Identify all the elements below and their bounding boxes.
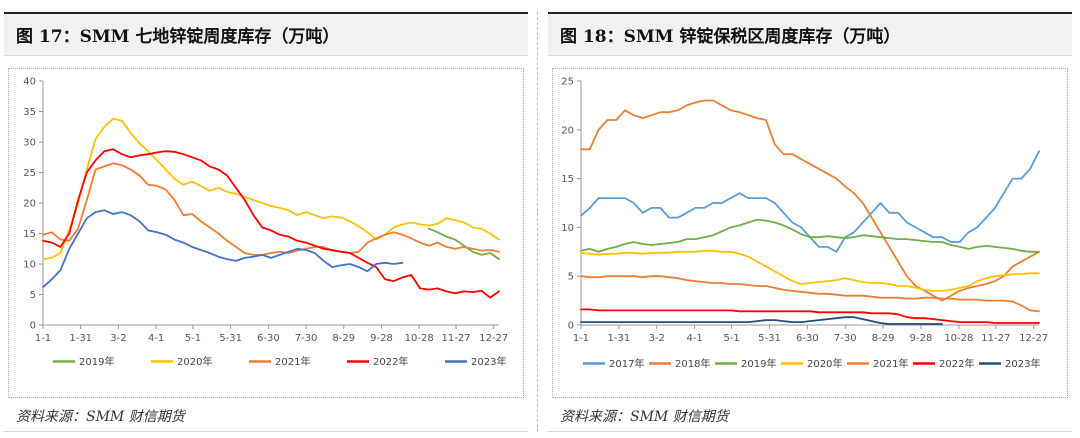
bottom-rule — [4, 431, 528, 432]
legend-label: 2018年 — [675, 357, 710, 370]
series-line-2023年 — [42, 209, 404, 289]
y-tick-label: 0 — [30, 321, 36, 332]
x-tick-label: 10-28 — [944, 333, 973, 344]
y-tick-label: 35 — [23, 107, 36, 118]
y-tick-label: 30 — [23, 138, 36, 149]
series-line-2022年 — [42, 148, 500, 299]
source-note: 资料来源：SMM 财信期货 — [16, 409, 185, 425]
legend-label: 2021年 — [275, 355, 310, 368]
legend-label: 2023年 — [471, 355, 506, 368]
y-tick-label: 10 — [23, 260, 36, 271]
x-tick-label: 6-30 — [257, 333, 280, 344]
x-tick-label: 11-27 — [441, 333, 470, 344]
chart-frame: 0 5 10 15 20 25 30 35 40 1-1 1-31 3-2 4-1 5-1 5-31 6-30… — [8, 68, 524, 398]
x-tick-label: 7-30 — [295, 333, 318, 344]
series-line-2021年 — [42, 162, 500, 256]
title-bar: 图 17：SMM 七地锌锭周度库存（万吨） — [4, 12, 528, 56]
x-tick-label: 5-31 — [758, 333, 781, 344]
x-tick-label: 1-31 — [69, 333, 92, 344]
x-tick-label: 12-27 — [479, 333, 508, 344]
y-tick-label: 15 — [561, 174, 574, 185]
x-tick-label: 7-30 — [834, 333, 857, 344]
legend-label: 2022年 — [939, 357, 974, 370]
x-tick-label: 12-27 — [1019, 333, 1048, 344]
x-tick-label: 5-1 — [723, 333, 739, 344]
legend-label: 2021年 — [873, 357, 908, 370]
chart-panel-left: 图 17：SMM 七地锌锭周度库存（万吨） 0 5 10 15 20 25 30 35 40 1-… — [4, 12, 528, 432]
title-bar: 图 18：SMM 锌锭保税区周度库存（万吨） — [548, 12, 1072, 56]
legend-label: 2019年 — [79, 355, 114, 368]
x-tick-label: 10-28 — [405, 333, 434, 344]
x-tick-label: 9-28 — [370, 333, 393, 344]
x-tick-label: 1-1 — [573, 333, 589, 344]
y-tick-label: 20 — [561, 125, 574, 136]
panel-divider — [537, 12, 538, 432]
legend-label: 2017年 — [609, 357, 644, 370]
x-tick-label: 8-29 — [872, 333, 895, 344]
series-line-2019年 — [427, 227, 500, 261]
y-tick-label: 40 — [23, 77, 36, 88]
x-tick-label: 4-1 — [686, 333, 702, 344]
x-tick-label: 9-28 — [910, 333, 933, 344]
chart-panel-right: 图 18：SMM 锌锭保税区周度库存（万吨） 0 5 10 15 20 25 1-1 1-31… — [548, 12, 1072, 432]
chart-frame: 0 5 10 15 20 25 1-1 1-31 3-2 4-1 5-1 5-31 6-30 7-30 8-… — [552, 68, 1068, 398]
legend-label: 2020年 — [177, 355, 212, 368]
y-tick-label: 15 — [23, 229, 36, 240]
x-tick-label: 11-27 — [981, 333, 1010, 344]
x-tick-label: 4-1 — [148, 333, 164, 344]
y-tick-label: 5 — [568, 272, 574, 283]
y-tick-label: 25 — [23, 168, 36, 179]
inventory-line-chart: 0 5 10 15 20 25 30 35 40 1-1 1-31 3-2 4-1 5-1 5-31 6-30… — [23, 77, 508, 369]
series-line-2018年 — [580, 99, 1040, 302]
x-tick-label: 3-2 — [110, 333, 126, 344]
bonded-inventory-line-chart: 0 5 10 15 20 25 1-1 1-31 3-2 4-1 5-1 5-31 6-30 7-30 8-… — [561, 77, 1048, 371]
legend-label: 2022年 — [373, 355, 408, 368]
x-tick-label: 1-1 — [35, 333, 51, 344]
y-tick-label: 10 — [561, 223, 574, 234]
figure-title: 图 17：SMM 七地锌锭周度库存（万吨） — [16, 27, 340, 47]
figure-title: 图 18：SMM 锌锭保税区周度库存（万吨） — [560, 27, 901, 47]
y-tick-label: 20 — [23, 199, 36, 210]
series-line-2022年 — [580, 308, 1040, 324]
x-tick-label: 3-2 — [649, 333, 665, 344]
x-tick-label: 1-31 — [608, 333, 631, 344]
series-line-2020年 — [42, 117, 500, 261]
bottom-rule — [548, 431, 1072, 432]
x-tick-label: 8-29 — [332, 333, 355, 344]
source-note: 资料来源：SMM 财信期货 — [560, 409, 729, 425]
y-tick-label: 25 — [561, 77, 574, 88]
x-tick-label: 6-30 — [796, 333, 819, 344]
y-tick-label: 0 — [568, 321, 574, 332]
legend-label: 2020年 — [807, 357, 842, 370]
y-tick-label: 5 — [30, 290, 36, 301]
series-line-2021年 — [580, 275, 1040, 313]
x-tick-label: 5-31 — [219, 333, 242, 344]
series-line-2019年 — [580, 218, 1040, 253]
series-line-2020年 — [580, 249, 1040, 292]
series-line-2023年 — [580, 316, 944, 325]
legend-label: 2019年 — [741, 357, 776, 370]
legend-label: 2023年 — [1005, 357, 1040, 370]
x-tick-label: 5-1 — [185, 333, 201, 344]
